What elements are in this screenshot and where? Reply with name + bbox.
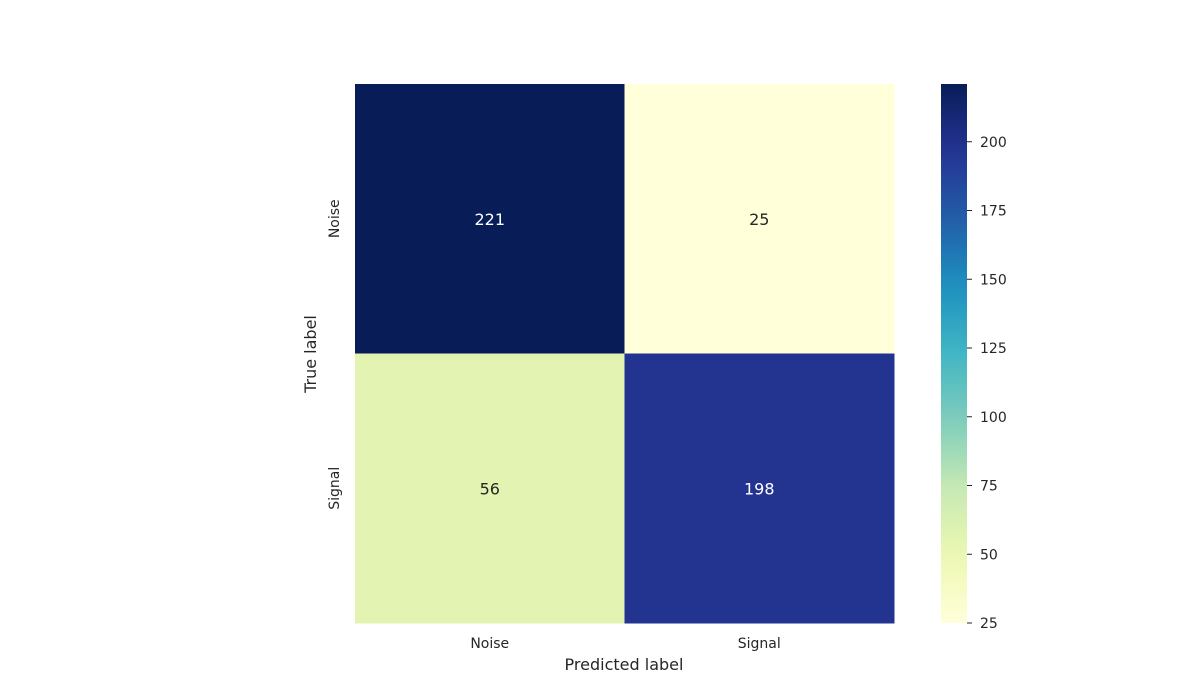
- heatmap-cells: [355, 84, 895, 624]
- heatmap-cell-label: 56: [480, 479, 500, 498]
- x-axis-title: Predicted label: [565, 655, 684, 674]
- heatmap-cell: [624, 353, 895, 624]
- y-axis-title: True label: [301, 315, 320, 394]
- heatmap-cell: [624, 84, 895, 354]
- heatmap-cell-label: 25: [749, 210, 769, 229]
- colorbar-tick-label: 200: [980, 135, 1007, 151]
- colorbar-tick-label: 175: [980, 204, 1007, 220]
- x-tick-label: Signal: [738, 636, 781, 652]
- colorbar: [941, 84, 967, 623]
- colorbar-tick-label: 25: [980, 616, 998, 632]
- colorbar-tick-label: 100: [980, 410, 1007, 426]
- heatmap-cell-label: 221: [474, 210, 505, 229]
- x-axis-ticks: Noise Signal: [470, 636, 780, 652]
- y-tick-label: Noise: [327, 199, 343, 238]
- heatmap-cell: [355, 353, 625, 624]
- y-tick-label: Signal: [327, 467, 343, 510]
- x-tick-label: Noise: [470, 636, 509, 652]
- heatmap-cell-label: 198: [744, 479, 775, 498]
- colorbar-tick-label: 150: [980, 272, 1007, 288]
- colorbar-tick-label: 125: [980, 341, 1007, 357]
- colorbar-ticks: 25 50 75 100 125 150 175 200: [967, 135, 1007, 632]
- colorbar-tick-label: 75: [980, 479, 998, 495]
- heatmap-cell-labels: 221 25 56 198: [474, 210, 774, 499]
- colorbar-tick-label: 50: [980, 547, 998, 563]
- y-axis-ticks: Noise Signal: [327, 199, 343, 509]
- heatmap-cell: [355, 84, 625, 354]
